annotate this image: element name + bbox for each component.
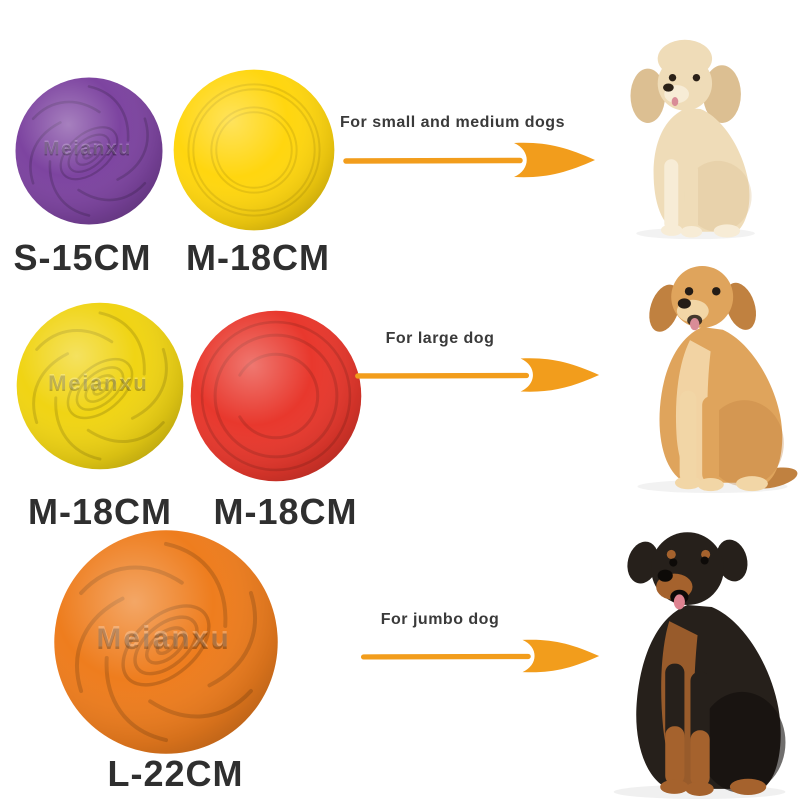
- size-label-s15: S-15CM: [13, 237, 152, 278]
- rottweiler-body: [627, 532, 786, 796]
- poodle-body: [630, 39, 752, 238]
- annotation-jumbo-dog: For jumbo dog: [380, 611, 500, 628]
- arrow-icon-row3: [360, 639, 600, 673]
- frisbee-purple-small: Meianxu Meianxu: [15, 77, 163, 225]
- annotation-small-medium-dogs: For small and medium dogs: [340, 114, 565, 131]
- arrow-icon-row2: [355, 358, 600, 392]
- frisbee-orange-large: Meianxu Meianxu: [54, 530, 278, 754]
- size-label-m18-yellowgreen: M-18CM: [27, 491, 172, 532]
- frisbee-yellow-medium: [173, 69, 335, 231]
- size-label-m18-row1: M-18CM: [185, 237, 330, 278]
- frisbee-red-medium: [190, 310, 362, 482]
- arrow-icon-row1: [343, 142, 595, 178]
- frisbee-yellowgreen-medium: Meianxu Meianxu: [16, 302, 184, 470]
- golden-body: [649, 265, 798, 492]
- dog-rottweiler-illustration: [613, 532, 786, 799]
- size-label-l22: L-22CM: [107, 753, 244, 794]
- dog-golden-retriever-illustration: [637, 265, 798, 494]
- size-label-m18-red: M-18CM: [213, 491, 358, 532]
- dog-toy-poodle-illustration: [630, 39, 755, 240]
- annotation-large-dog: For large dog: [385, 330, 495, 347]
